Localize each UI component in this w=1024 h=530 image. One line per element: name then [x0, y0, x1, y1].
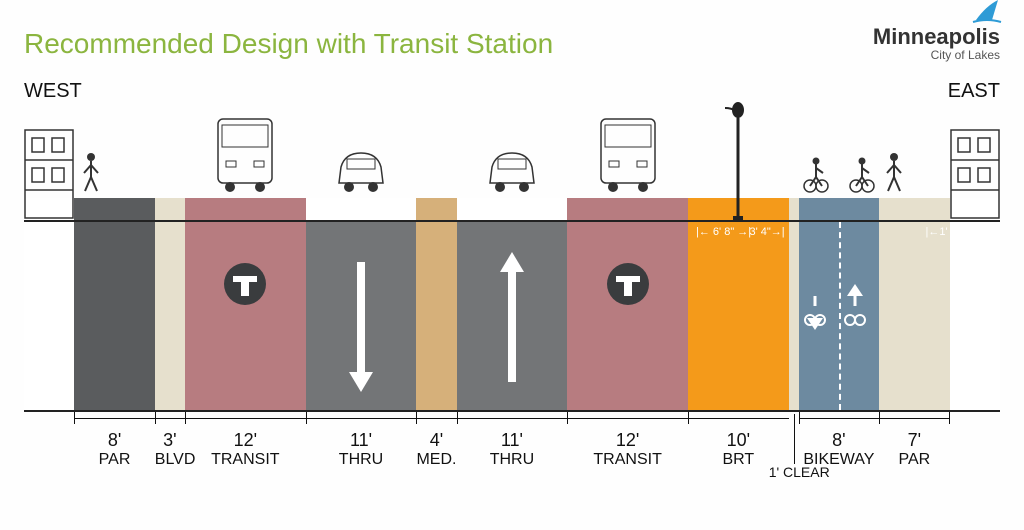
above-clear — [789, 82, 799, 220]
transit-t-icon — [223, 262, 267, 306]
above-transitE — [567, 82, 688, 220]
below-transitE — [567, 222, 688, 410]
below-thruE — [457, 222, 568, 410]
below-bikeway — [799, 222, 879, 410]
above-blvdW — [155, 82, 185, 220]
above-thruE — [457, 82, 568, 220]
car-icon — [484, 147, 540, 193]
city-logo: Minneapolis City of Lakes — [873, 24, 1000, 62]
pedestrian-icon — [883, 151, 905, 193]
cyclist-icon — [847, 153, 877, 193]
cross-section-diagram: |← 6' 8" →|3' 4"→| |←1' WEST EAST 8'PAR3'… — [24, 82, 1000, 500]
below-transitW — [185, 222, 306, 410]
cyclist-icon — [801, 153, 831, 193]
car-icon — [333, 147, 389, 193]
below-median — [416, 222, 456, 410]
streetlight-icon — [723, 100, 753, 220]
bike-lane-symbol — [803, 282, 827, 332]
bus-icon — [593, 113, 663, 193]
below-parE: |←1' — [879, 222, 949, 410]
below-edgeE — [950, 222, 1000, 410]
clear-dimension-label: 1' CLEAR — [769, 464, 830, 480]
above-parE — [879, 82, 949, 220]
above-bikeway — [799, 82, 879, 220]
bike-lane-symbol — [843, 282, 867, 332]
label-transitE: 12'TRANSIT — [567, 412, 688, 482]
above-transitW — [185, 82, 306, 220]
below-clear — [789, 222, 799, 410]
logo-tagline: City of Lakes — [873, 48, 1000, 62]
below-edgeW — [24, 222, 74, 410]
above-brt — [688, 82, 789, 220]
below-brt: |← 6' 8" →|3' 4"→| — [688, 222, 789, 410]
label-parW: 8'PAR — [74, 412, 154, 482]
bus-icon — [210, 113, 280, 193]
pedestrian-icon — [80, 151, 102, 193]
west-label: WEST — [24, 80, 82, 103]
below-parW — [74, 222, 154, 410]
above-thruW — [306, 82, 417, 220]
label-median: 4'MED. — [416, 412, 456, 482]
sail-icon — [970, 0, 1004, 26]
label-parE: 7'PAR — [879, 412, 949, 482]
label-edgeE — [950, 412, 1000, 482]
above-parW — [74, 82, 154, 220]
down-arrow-icon — [346, 232, 376, 402]
logo-city-name: Minneapolis — [873, 24, 1000, 50]
label-transitW: 12'TRANSIT — [185, 412, 306, 482]
label-thruW: 11'THRU — [306, 412, 417, 482]
label-edgeW — [24, 412, 74, 482]
east-label: EAST — [948, 80, 1000, 103]
label-blvdW: 3'BLVD — [155, 412, 185, 482]
above-median — [416, 82, 456, 220]
transit-t-icon — [606, 262, 650, 306]
up-arrow-icon — [497, 232, 527, 402]
label-thruE: 11'THRU — [457, 412, 568, 482]
below-blvdW — [155, 222, 185, 410]
page-title: Recommended Design with Transit Station — [24, 28, 553, 60]
below-thruW — [306, 222, 417, 410]
